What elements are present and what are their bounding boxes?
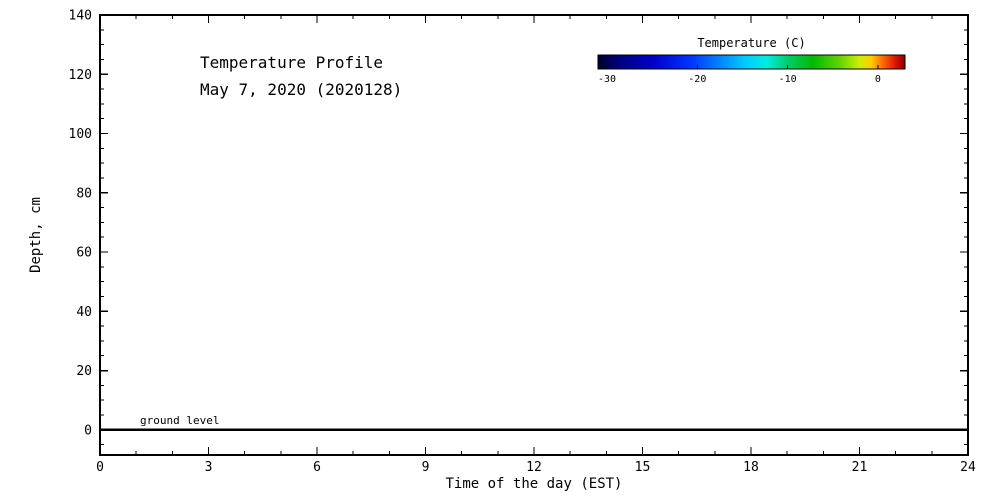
colorbar-tick-label: -20 bbox=[688, 74, 706, 85]
colorbar-title: Temperature (C) bbox=[697, 36, 805, 50]
y-axis-tick-label: 20 bbox=[76, 364, 92, 379]
x-axis-tick-label: 6 bbox=[313, 460, 321, 475]
chart-subtitle: May 7, 2020 (2020128) bbox=[200, 80, 402, 99]
ground-level-label: ground level bbox=[140, 414, 219, 427]
x-axis-tick-label: 15 bbox=[635, 460, 651, 475]
x-axis-tick-label: 18 bbox=[743, 460, 759, 475]
x-axis-tick-label: 24 bbox=[960, 460, 976, 475]
y-axis-tick-label: 120 bbox=[69, 68, 92, 83]
y-axis-tick-label: 0 bbox=[84, 423, 92, 438]
y-axis-tick-label: 40 bbox=[76, 305, 92, 320]
x-axis-tick-label: 3 bbox=[205, 460, 213, 475]
y-axis-title: Depth, cm bbox=[28, 197, 44, 273]
colorbar bbox=[597, 54, 906, 70]
y-axis-tick-label: 140 bbox=[69, 9, 92, 24]
x-axis-tick-label: 0 bbox=[96, 460, 104, 475]
colorbar-tick-label: -10 bbox=[779, 74, 797, 85]
y-axis-tick-label: 100 bbox=[69, 127, 92, 142]
colorbar-tick-label: 0 bbox=[875, 74, 881, 85]
colorbar-tick-label: -30 bbox=[598, 74, 616, 85]
x-axis-tick-label: 12 bbox=[526, 460, 542, 475]
x-axis-title: Time of the day (EST) bbox=[445, 476, 622, 492]
y-axis-tick-label: 80 bbox=[76, 186, 92, 201]
chart-title: Temperature Profile bbox=[200, 53, 383, 72]
y-axis-tick-label: 60 bbox=[76, 246, 92, 261]
x-axis-tick-label: 9 bbox=[422, 460, 430, 475]
x-axis-tick-label: 21 bbox=[852, 460, 868, 475]
